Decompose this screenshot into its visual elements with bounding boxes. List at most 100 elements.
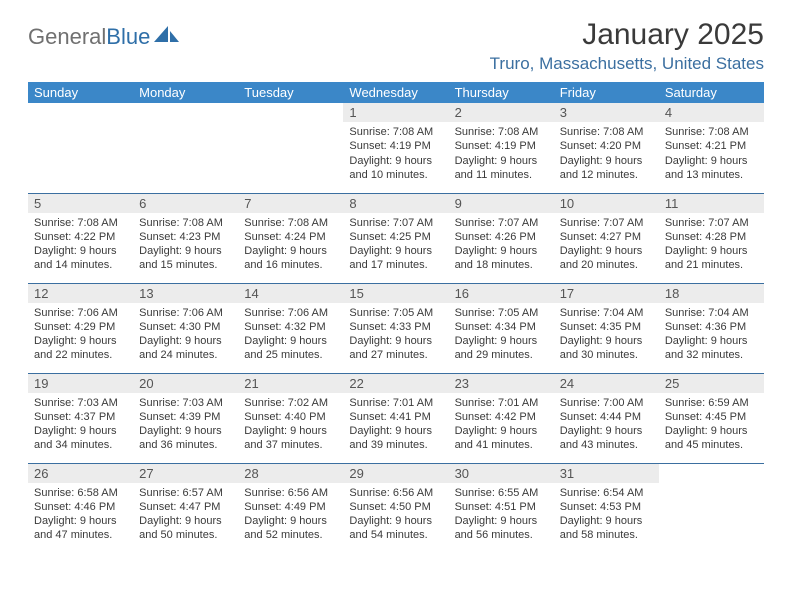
daylight-text: Daylight: 9 hours and 43 minutes.	[560, 424, 653, 453]
sunrise-text: Sunrise: 7:00 AM	[560, 396, 653, 410]
daylight-text: Daylight: 9 hours and 47 minutes.	[34, 514, 127, 543]
sunset-text: Sunset: 4:23 PM	[139, 230, 232, 244]
daylight-text: Daylight: 9 hours and 45 minutes.	[665, 424, 758, 453]
daylight-text: Daylight: 9 hours and 12 minutes.	[560, 154, 653, 183]
sunrise-text: Sunrise: 7:07 AM	[665, 216, 758, 230]
calendar-cell: 10Sunrise: 7:07 AMSunset: 4:27 PMDayligh…	[554, 193, 659, 283]
sunrise-text: Sunrise: 7:05 AM	[349, 306, 442, 320]
calendar-cell: 23Sunrise: 7:01 AMSunset: 4:42 PMDayligh…	[449, 373, 554, 463]
day-details: Sunrise: 7:08 AMSunset: 4:22 PMDaylight:…	[28, 213, 133, 277]
day-details: Sunrise: 6:56 AMSunset: 4:49 PMDaylight:…	[238, 483, 343, 547]
day-number: 25	[659, 374, 764, 393]
sunrise-text: Sunrise: 7:05 AM	[455, 306, 548, 320]
day-details: Sunrise: 7:08 AMSunset: 4:20 PMDaylight:…	[554, 122, 659, 186]
day-number: 21	[238, 374, 343, 393]
daylight-text: Daylight: 9 hours and 56 minutes.	[455, 514, 548, 543]
day-details: Sunrise: 7:07 AMSunset: 4:27 PMDaylight:…	[554, 213, 659, 277]
day-number: 14	[238, 284, 343, 303]
day-number: 22	[343, 374, 448, 393]
calendar-cell: 30Sunrise: 6:55 AMSunset: 4:51 PMDayligh…	[449, 463, 554, 553]
day-number: 6	[133, 194, 238, 213]
day-number: 27	[133, 464, 238, 483]
day-number: 15	[343, 284, 448, 303]
day-details: Sunrise: 7:07 AMSunset: 4:28 PMDaylight:…	[659, 213, 764, 277]
sunrise-text: Sunrise: 6:55 AM	[455, 486, 548, 500]
sunrise-text: Sunrise: 7:03 AM	[139, 396, 232, 410]
daylight-text: Daylight: 9 hours and 14 minutes.	[34, 244, 127, 273]
day-number: 29	[343, 464, 448, 483]
daylight-text: Daylight: 9 hours and 32 minutes.	[665, 334, 758, 363]
weekday-header: Friday	[554, 82, 659, 103]
sunset-text: Sunset: 4:28 PM	[665, 230, 758, 244]
weekday-header: Tuesday	[238, 82, 343, 103]
sunrise-text: Sunrise: 7:07 AM	[455, 216, 548, 230]
calendar-cell: 7Sunrise: 7:08 AMSunset: 4:24 PMDaylight…	[238, 193, 343, 283]
sunset-text: Sunset: 4:30 PM	[139, 320, 232, 334]
day-details: Sunrise: 6:55 AMSunset: 4:51 PMDaylight:…	[449, 483, 554, 547]
calendar-cell: 8Sunrise: 7:07 AMSunset: 4:25 PMDaylight…	[343, 193, 448, 283]
daylight-text: Daylight: 9 hours and 52 minutes.	[244, 514, 337, 543]
day-number: 10	[554, 194, 659, 213]
day-details: Sunrise: 7:01 AMSunset: 4:42 PMDaylight:…	[449, 393, 554, 457]
calendar-cell: 19Sunrise: 7:03 AMSunset: 4:37 PMDayligh…	[28, 373, 133, 463]
sunrise-text: Sunrise: 7:01 AM	[455, 396, 548, 410]
calendar-cell: 9Sunrise: 7:07 AMSunset: 4:26 PMDaylight…	[449, 193, 554, 283]
sunrise-text: Sunrise: 6:57 AM	[139, 486, 232, 500]
day-number: 12	[28, 284, 133, 303]
calendar-row: 19Sunrise: 7:03 AMSunset: 4:37 PMDayligh…	[28, 373, 764, 463]
sunrise-text: Sunrise: 7:06 AM	[244, 306, 337, 320]
day-details: Sunrise: 7:03 AMSunset: 4:39 PMDaylight:…	[133, 393, 238, 457]
daylight-text: Daylight: 9 hours and 36 minutes.	[139, 424, 232, 453]
day-details: Sunrise: 7:08 AMSunset: 4:21 PMDaylight:…	[659, 122, 764, 186]
sunrise-text: Sunrise: 6:58 AM	[34, 486, 127, 500]
weekday-header: Sunday	[28, 82, 133, 103]
calendar-cell: 21Sunrise: 7:02 AMSunset: 4:40 PMDayligh…	[238, 373, 343, 463]
day-number: 13	[133, 284, 238, 303]
daylight-text: Daylight: 9 hours and 41 minutes.	[455, 424, 548, 453]
day-details: Sunrise: 7:00 AMSunset: 4:44 PMDaylight:…	[554, 393, 659, 457]
daylight-text: Daylight: 9 hours and 21 minutes.	[665, 244, 758, 273]
sunrise-text: Sunrise: 7:08 AM	[139, 216, 232, 230]
sunrise-text: Sunrise: 6:54 AM	[560, 486, 653, 500]
daylight-text: Daylight: 9 hours and 39 minutes.	[349, 424, 442, 453]
sunset-text: Sunset: 4:34 PM	[455, 320, 548, 334]
daylight-text: Daylight: 9 hours and 11 minutes.	[455, 154, 548, 183]
sunrise-text: Sunrise: 7:08 AM	[665, 125, 758, 139]
sunrise-text: Sunrise: 7:01 AM	[349, 396, 442, 410]
sunset-text: Sunset: 4:22 PM	[34, 230, 127, 244]
day-details: Sunrise: 7:06 AMSunset: 4:29 PMDaylight:…	[28, 303, 133, 367]
sunset-text: Sunset: 4:49 PM	[244, 500, 337, 514]
sunrise-text: Sunrise: 7:07 AM	[349, 216, 442, 230]
sunrise-text: Sunrise: 6:56 AM	[244, 486, 337, 500]
daylight-text: Daylight: 9 hours and 50 minutes.	[139, 514, 232, 543]
calendar-cell: 16Sunrise: 7:05 AMSunset: 4:34 PMDayligh…	[449, 283, 554, 373]
calendar-cell	[238, 103, 343, 193]
day-details: Sunrise: 6:57 AMSunset: 4:47 PMDaylight:…	[133, 483, 238, 547]
day-details: Sunrise: 7:06 AMSunset: 4:32 PMDaylight:…	[238, 303, 343, 367]
day-number: 5	[28, 194, 133, 213]
sunset-text: Sunset: 4:46 PM	[34, 500, 127, 514]
calendar-cell	[133, 103, 238, 193]
sunset-text: Sunset: 4:19 PM	[349, 139, 442, 153]
day-number: 26	[28, 464, 133, 483]
day-number: 8	[343, 194, 448, 213]
daylight-text: Daylight: 9 hours and 18 minutes.	[455, 244, 548, 273]
sunrise-text: Sunrise: 7:08 AM	[244, 216, 337, 230]
day-number: 24	[554, 374, 659, 393]
sunset-text: Sunset: 4:24 PM	[244, 230, 337, 244]
calendar-row: 26Sunrise: 6:58 AMSunset: 4:46 PMDayligh…	[28, 463, 764, 553]
calendar-cell: 11Sunrise: 7:07 AMSunset: 4:28 PMDayligh…	[659, 193, 764, 283]
daylight-text: Daylight: 9 hours and 58 minutes.	[560, 514, 653, 543]
day-number: 1	[343, 103, 448, 122]
calendar-cell: 4Sunrise: 7:08 AMSunset: 4:21 PMDaylight…	[659, 103, 764, 193]
sunrise-text: Sunrise: 7:03 AM	[34, 396, 127, 410]
sunset-text: Sunset: 4:53 PM	[560, 500, 653, 514]
sunrise-text: Sunrise: 7:02 AM	[244, 396, 337, 410]
sunrise-text: Sunrise: 7:08 AM	[455, 125, 548, 139]
day-number: 19	[28, 374, 133, 393]
daylight-text: Daylight: 9 hours and 16 minutes.	[244, 244, 337, 273]
calendar-cell: 2Sunrise: 7:08 AMSunset: 4:19 PMDaylight…	[449, 103, 554, 193]
sunset-text: Sunset: 4:40 PM	[244, 410, 337, 424]
calendar-cell: 14Sunrise: 7:06 AMSunset: 4:32 PMDayligh…	[238, 283, 343, 373]
sunrise-text: Sunrise: 7:06 AM	[34, 306, 127, 320]
